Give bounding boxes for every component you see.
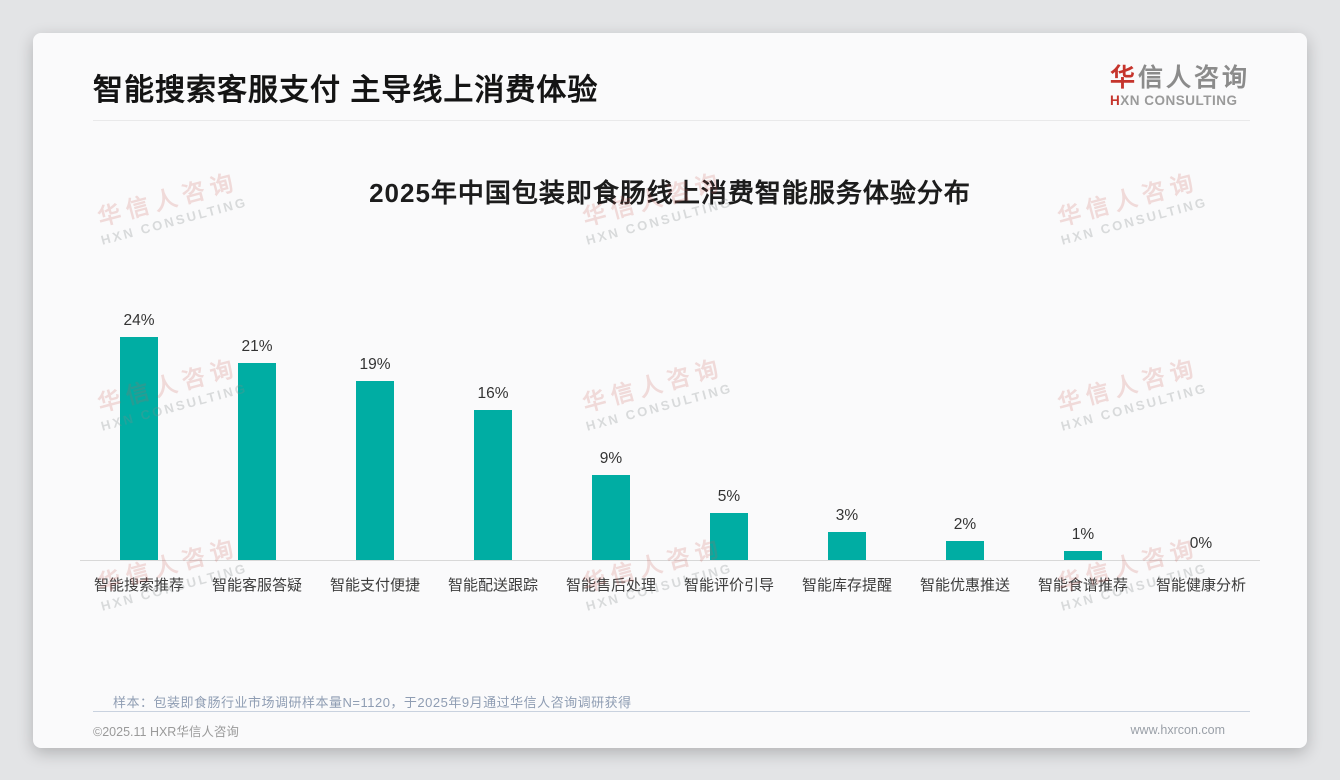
bar-column: 5% bbox=[670, 312, 788, 560]
bar-column: 21% bbox=[198, 312, 316, 560]
x-axis-label: 智能支付便捷 bbox=[329, 577, 420, 594]
x-axis-label: 智能库存提醒 bbox=[801, 577, 892, 594]
bar-column: 0% bbox=[1142, 312, 1260, 560]
page-title: 智能搜索客服支付 主导线上消费体验 bbox=[93, 73, 599, 107]
x-axis-labels: 智能搜索推荐 智能客服答疑 智能支付便捷 智能配送跟踪 智能售后处理 智能评价引导 智能库存… bbox=[80, 561, 1260, 595]
bar-column: 1% bbox=[1024, 312, 1142, 560]
bar-chart-plot-area: 24% 21% 19% 16% 9% 5% 3% 2% 1% 0% bbox=[80, 312, 1260, 560]
chart-title: 2025年中国包装即食肠线上消费智能服务体验分布 bbox=[369, 178, 971, 208]
bar bbox=[828, 532, 866, 560]
x-axis-label: 智能搜索推荐 bbox=[93, 577, 184, 594]
bar-column: 19% bbox=[316, 312, 434, 560]
x-axis-label: 智能健康分析 bbox=[1155, 577, 1246, 594]
footer-website: www.hxrcon.com bbox=[1130, 723, 1225, 737]
bar-column: 2% bbox=[906, 312, 1024, 560]
x-axis-line bbox=[80, 560, 1260, 561]
bar-column: 24% bbox=[80, 312, 198, 560]
bar-column: 9% bbox=[552, 312, 670, 560]
bar-value-label: 16% bbox=[477, 385, 509, 402]
bar bbox=[120, 337, 158, 560]
bar-column: 16% bbox=[434, 312, 552, 560]
bar-column: 3% bbox=[788, 312, 906, 560]
bar bbox=[710, 513, 748, 560]
bar-value-label: 3% bbox=[835, 507, 859, 524]
bar bbox=[356, 381, 394, 560]
logo-chinese-text: 华信人咨询 bbox=[1109, 64, 1250, 93]
footer-copyright: ©2025.11 HXR华信人咨询 bbox=[93, 724, 239, 739]
bar bbox=[238, 363, 276, 560]
bar-value-label: 9% bbox=[599, 450, 623, 467]
bar bbox=[474, 410, 512, 560]
bar bbox=[946, 541, 984, 560]
bar bbox=[1064, 551, 1102, 560]
x-axis-label: 智能食谱推荐 bbox=[1037, 577, 1128, 594]
bar-value-label: 0% bbox=[1189, 535, 1213, 552]
bar-value-label: 1% bbox=[1071, 526, 1095, 543]
footer: ©2025.11 HXR华信人咨询 www.hxrcon.com bbox=[93, 711, 1250, 748]
bar bbox=[592, 475, 630, 560]
bar-value-label: 19% bbox=[359, 356, 391, 373]
bar-value-label: 5% bbox=[717, 488, 741, 505]
bar-value-label: 2% bbox=[953, 516, 977, 533]
x-axis-label: 智能售后处理 bbox=[565, 577, 656, 594]
sample-note: 样本：包装即食肠行业市场调研样本量N=1120，于2025年9月通过华信人咨询调… bbox=[113, 695, 632, 710]
slide-card: 智能搜索客服支付 主导线上消费体验 华信人咨询 HXN CONSULTING 2… bbox=[33, 33, 1307, 748]
bar-value-label: 21% bbox=[241, 338, 273, 355]
company-logo: 华信人咨询 HXN CONSULTING bbox=[1110, 64, 1250, 108]
logo-english-text: HXN CONSULTING bbox=[1109, 93, 1238, 109]
bar-value-label: 24% bbox=[123, 312, 155, 329]
x-axis-label: 智能客服答疑 bbox=[211, 577, 302, 594]
x-axis-label: 智能优惠推送 bbox=[919, 577, 1010, 594]
header: 智能搜索客服支付 主导线上消费体验 华信人咨询 HXN CONSULTING bbox=[93, 33, 1250, 121]
x-axis-label: 智能配送跟踪 bbox=[447, 577, 538, 594]
x-axis-label: 智能评价引导 bbox=[683, 577, 774, 594]
